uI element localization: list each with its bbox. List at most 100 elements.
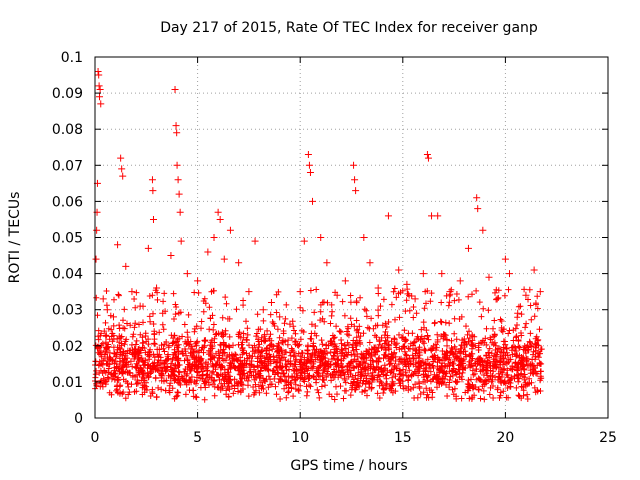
data-point [501, 255, 509, 263]
data-point [235, 259, 243, 267]
data-point [149, 215, 157, 223]
data-point [493, 295, 501, 303]
data-point [323, 259, 331, 267]
data-point [309, 197, 317, 205]
y-tick-label: 0.03 [52, 303, 83, 319]
data-point [159, 309, 167, 317]
bulk-points [92, 285, 545, 403]
data-point [136, 302, 144, 310]
data-point [351, 176, 359, 184]
data-point [144, 244, 152, 252]
data-point [172, 122, 180, 130]
data-point [522, 291, 530, 299]
data-point [92, 255, 100, 263]
y-tick-label: 0.01 [52, 375, 83, 391]
data-point [419, 270, 427, 278]
chart-title: Day 217 of 2015, Rate Of TEC Index for r… [160, 20, 538, 36]
x-tick-label: 0 [91, 430, 100, 446]
y-tick-label: 0.07 [52, 158, 83, 174]
data-point [109, 313, 117, 321]
y-axis-label: ROTI / TECUs [7, 192, 23, 284]
data-point [177, 237, 185, 245]
data-point [220, 255, 228, 263]
data-point [99, 295, 107, 303]
data-point [464, 244, 472, 252]
data-point [514, 309, 522, 317]
x-axis-label: GPS time / hours [290, 458, 407, 474]
y-tick-label: 0.08 [52, 122, 83, 138]
data-point [366, 259, 374, 267]
data-point [473, 194, 481, 202]
data-point [352, 187, 360, 195]
data-point [403, 280, 411, 288]
data-point [479, 226, 487, 234]
data-point [117, 154, 125, 162]
data-point [173, 129, 181, 137]
data-point [317, 234, 325, 241]
data-point [296, 288, 304, 296]
data-point [341, 277, 349, 285]
data-point [286, 320, 294, 328]
data-point [128, 288, 136, 296]
y-tick-label: 0.06 [52, 194, 83, 210]
data-point [438, 270, 446, 278]
data-point [384, 212, 392, 220]
data-point [485, 273, 493, 281]
data-point [259, 306, 267, 314]
data-point [411, 295, 419, 303]
data-point [267, 298, 275, 306]
data-point [204, 248, 212, 256]
data-point [176, 208, 184, 216]
data-point [360, 234, 368, 241]
data-point [350, 161, 358, 169]
data-point [97, 100, 105, 108]
x-tick-label: 20 [496, 430, 514, 446]
data-point [173, 161, 181, 169]
data-point [167, 252, 175, 260]
data-point [424, 154, 432, 162]
data-point [174, 176, 182, 184]
data-point [434, 212, 442, 220]
data-point [175, 190, 183, 198]
data-point [276, 313, 284, 321]
data-point [148, 176, 156, 184]
data-point [171, 85, 179, 93]
y-tick-label: 0.09 [52, 86, 83, 102]
y-tick-label: 0.02 [52, 339, 83, 355]
data-point [245, 288, 253, 296]
data-points [92, 67, 544, 328]
x-tick-label: 15 [394, 430, 412, 446]
data-point [446, 288, 454, 296]
data-point [456, 277, 464, 285]
data-point [423, 150, 431, 158]
y-tick-label: 0.04 [52, 267, 83, 283]
data-point [226, 226, 234, 234]
y-tick-label: 0.05 [52, 231, 83, 247]
data-point [95, 82, 103, 90]
data-point [95, 71, 103, 79]
data-point [194, 277, 202, 285]
data-point [530, 266, 538, 274]
data-point [122, 262, 130, 270]
data-point [183, 270, 191, 278]
data-point [300, 237, 308, 245]
data-point [474, 205, 482, 213]
data-point [216, 215, 224, 223]
y-tick-label: 0.1 [61, 50, 83, 66]
data-point [536, 288, 544, 296]
data-point [251, 237, 259, 245]
data-point [305, 161, 313, 169]
data-point [153, 284, 161, 292]
bulk-marker-cloud [92, 285, 545, 403]
x-tick-label: 10 [291, 430, 309, 446]
y-tick-label: 0 [74, 411, 83, 427]
data-point [306, 169, 314, 177]
data-point [395, 266, 403, 274]
data-point [333, 291, 341, 299]
data-point [118, 165, 126, 173]
data-point [304, 150, 312, 158]
data-point [374, 284, 382, 292]
data-point [214, 208, 222, 216]
data-point [506, 270, 514, 278]
